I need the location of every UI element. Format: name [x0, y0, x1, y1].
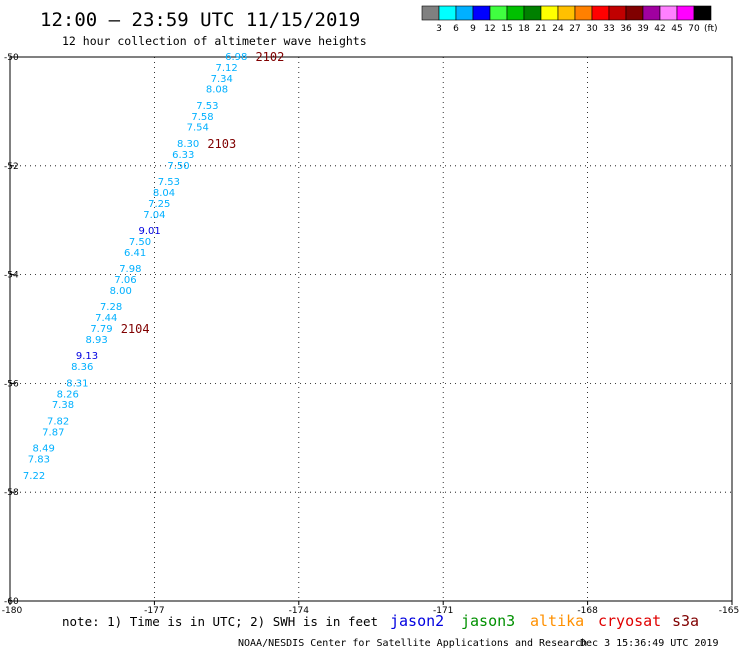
wave-height-point: 7.22 — [23, 471, 45, 482]
legend-swatch — [676, 5, 695, 21]
wave-height-point: 8.04 — [153, 188, 175, 199]
wave-height-point: 9.01 — [138, 226, 160, 237]
legend-label: 42 — [654, 24, 665, 34]
plot-area: -180 -177 -174 -171 -168 -165 -50 -52 -54 -56 -58 -… — [2, 50, 739, 616]
wave-height-point: 8.31 — [66, 378, 88, 389]
wave-height-point: 8.08 — [206, 85, 228, 96]
legend-swatch — [506, 5, 525, 21]
legend-label: 30 — [586, 24, 598, 34]
wave-height-point: 7.79 — [90, 324, 112, 335]
y-tick-label: -52 — [4, 162, 19, 172]
wave-height-point: 8.36 — [71, 362, 93, 373]
legend-swatch — [625, 5, 644, 21]
legend-swatch — [523, 5, 542, 21]
wave-height-point: 8.00 — [110, 286, 132, 297]
satellite-jason2: jason2 — [390, 612, 444, 630]
satellite-altika: altika — [530, 612, 584, 630]
wave-height-point: 7.50 — [129, 237, 151, 248]
satellite-legend: jason2 jason3 altika cryosat s3a — [390, 612, 699, 630]
legend-label: 27 — [569, 24, 580, 34]
time-label: 2103 — [207, 137, 236, 151]
legend-label: 9 — [470, 24, 476, 34]
x-tick-label: -174 — [289, 606, 310, 616]
legend-label: 15 — [501, 24, 512, 34]
wave-height-point: 7.53 — [158, 177, 180, 188]
x-tick-label: -180 — [2, 606, 23, 616]
footer-note: note: 1) Time is in UTC; 2) SWH is in fe… — [62, 614, 378, 629]
x-tick-label: -168 — [577, 606, 598, 616]
wave-height-point: 6.41 — [124, 248, 146, 259]
wave-height-point: 6.98 — [225, 52, 247, 63]
wave-height-point: 7.04 — [143, 210, 165, 221]
wave-height-point: 7.25 — [148, 199, 170, 210]
wave-height-point: 9.13 — [76, 351, 98, 362]
x-tick-label: -177 — [144, 606, 164, 616]
wave-height-point: 8.49 — [33, 444, 55, 455]
x-tick-label: -165 — [719, 606, 739, 616]
wave-height-point: 7.83 — [28, 455, 50, 466]
satellite-cryosat: cryosat — [598, 612, 661, 630]
legend-label: 18 — [518, 24, 530, 34]
wave-height-point: 7.98 — [119, 264, 141, 275]
chart-subtitle: 12 hour collection of altimeter wave hei… — [62, 34, 367, 48]
legend-swatch — [608, 5, 627, 21]
y-tick-label: -60 — [4, 597, 19, 607]
legend-label: 12 — [484, 24, 495, 34]
legend-swatch — [540, 5, 559, 21]
footer-timestamp: Dec 3 15:36:49 UTC 2019 — [580, 638, 718, 649]
footer-credit: NOAA/NESDIS Center for Satellite Applica… — [238, 638, 587, 649]
legend-swatch — [574, 5, 593, 21]
legend-swatch — [455, 5, 474, 21]
legend-swatch — [421, 5, 440, 21]
wave-height-point: 7.28 — [100, 302, 122, 313]
y-tick-label: -58 — [4, 488, 19, 498]
legend-label: 45 — [671, 24, 682, 34]
wave-height-point: 8.26 — [57, 389, 79, 400]
plot-frame — [9, 56, 733, 602]
time-label: 2102 — [255, 50, 284, 64]
legend-swatch — [642, 5, 661, 21]
time-label: 2104 — [121, 322, 150, 336]
legend-label: 6 — [453, 24, 459, 34]
legend-label: 21 — [535, 24, 546, 34]
chart-title: 12:00 – 23:59 UTC 11/15/2019 — [40, 9, 360, 31]
legend-swatch — [557, 5, 576, 21]
legend-label: 39 — [637, 24, 649, 34]
wave-height-point: 7.58 — [191, 112, 213, 123]
y-tick-label: -50 — [4, 53, 19, 63]
satellite-s3a: s3a — [672, 612, 699, 630]
wave-height-point: 7.06 — [114, 275, 136, 286]
legend-label: 3 — [436, 24, 442, 34]
wave-height-point: 7.50 — [167, 161, 189, 172]
wave-height-point: 8.30 — [177, 139, 199, 150]
wave-height-point: 7.12 — [215, 63, 237, 74]
x-tick-label: -171 — [433, 606, 453, 616]
legend-label: 70 — [688, 24, 700, 34]
wave-height-point: 7.54 — [187, 123, 209, 134]
legend-swatch — [591, 5, 610, 21]
wave-height-point: 6.33 — [172, 150, 194, 161]
y-tick-label: -54 — [4, 271, 19, 281]
legend-swatch — [472, 5, 491, 21]
wave-height-point: 7.87 — [42, 427, 64, 438]
legend-label: (ft) — [704, 24, 718, 34]
color-scale-legend: 3 6 9 12 15 18 21 24 27 30 33 36 39 42 45 70 (ft) — [421, 5, 718, 34]
legend-swatch — [659, 5, 678, 21]
wave-height-point: 7.53 — [196, 101, 218, 112]
satellite-jason3: jason3 — [461, 612, 515, 630]
legend-label: 24 — [552, 24, 564, 34]
wave-height-point: 8.93 — [86, 335, 108, 346]
legend-swatch — [693, 5, 712, 21]
legend-swatch — [489, 5, 508, 21]
wave-height-point: 7.44 — [95, 313, 117, 324]
wave-height-point: 7.38 — [52, 400, 74, 411]
legend-label: 36 — [620, 24, 632, 34]
wave-height-point: 7.34 — [211, 74, 233, 85]
wave-height-point: 7.82 — [47, 416, 69, 427]
legend-swatch — [438, 5, 457, 21]
y-tick-label: -56 — [4, 379, 19, 389]
legend-label: 33 — [603, 24, 614, 34]
